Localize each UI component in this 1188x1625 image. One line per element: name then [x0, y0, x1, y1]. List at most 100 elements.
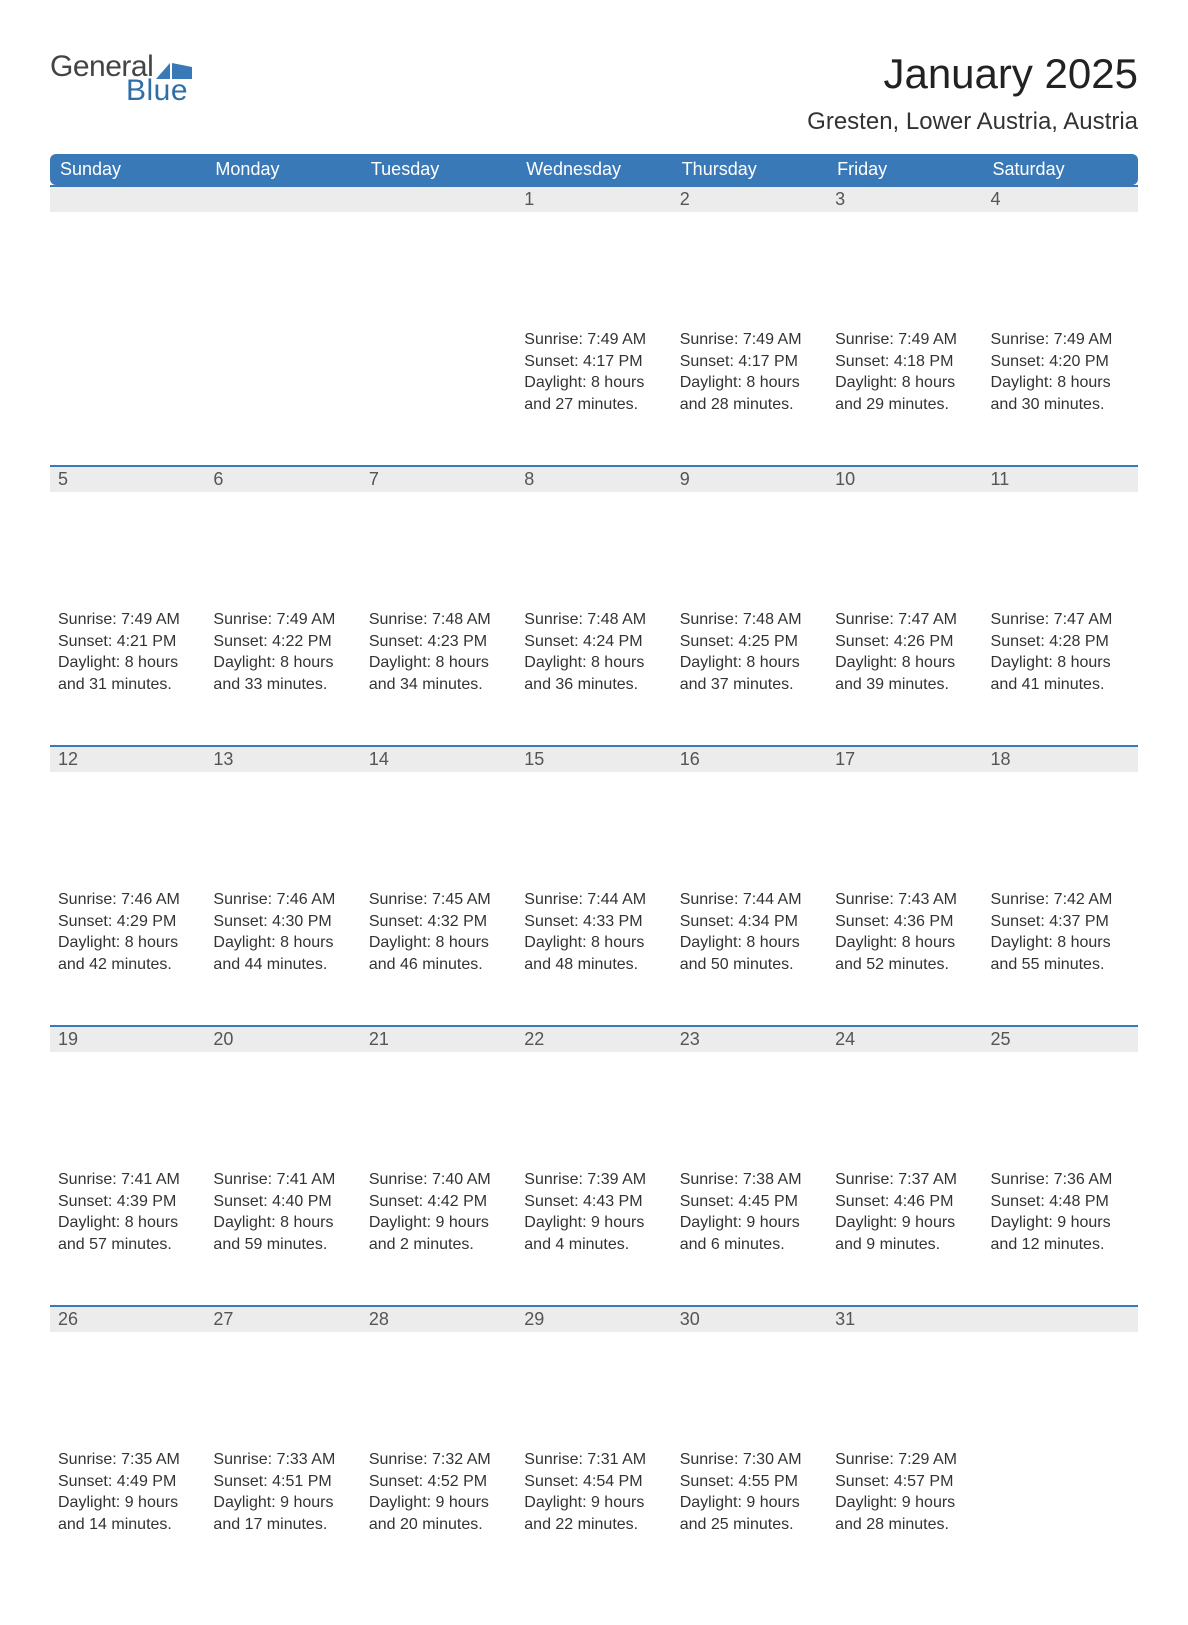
daylight1-text: Daylight: 8 hours: [524, 932, 663, 954]
day-number: 25: [983, 1025, 1138, 1052]
daylight1-text: Daylight: 8 hours: [991, 932, 1130, 954]
daylight2-text: and 14 minutes.: [58, 1514, 197, 1536]
daylight1-text: Daylight: 9 hours: [680, 1212, 819, 1234]
sunset-text: Sunset: 4:40 PM: [213, 1191, 352, 1213]
sunset-text: Sunset: 4:39 PM: [58, 1191, 197, 1213]
daylight1-text: Daylight: 9 hours: [835, 1212, 974, 1234]
col-sunday: Sunday: [50, 154, 205, 185]
week-daynum-row: 19202122232425: [50, 1025, 1138, 1165]
sunrise-text: Sunrise: 7:31 AM: [524, 1449, 663, 1471]
day-number: 20: [205, 1025, 360, 1052]
sunset-text: Sunset: 4:34 PM: [680, 911, 819, 933]
sunrise-text: Sunrise: 7:49 AM: [680, 329, 819, 351]
day-content: Sunrise: 7:49 AMSunset: 4:18 PMDaylight:…: [827, 325, 982, 431]
daylight1-text: Daylight: 8 hours: [835, 372, 974, 394]
sunrise-text: Sunrise: 7:48 AM: [369, 609, 508, 631]
daylight2-text: and 34 minutes.: [369, 674, 508, 696]
day-number: 3: [827, 185, 982, 212]
daylight1-text: Daylight: 8 hours: [835, 932, 974, 954]
day-number: 31: [827, 1305, 982, 1332]
daylight2-text: and 27 minutes.: [524, 394, 663, 416]
day-content: Sunrise: 7:49 AMSunset: 4:22 PMDaylight:…: [205, 605, 360, 711]
sunrise-text: Sunrise: 7:41 AM: [213, 1169, 352, 1191]
day-number: 18: [983, 745, 1138, 772]
sunrise-text: Sunrise: 7:49 AM: [58, 609, 197, 631]
sunrise-text: Sunrise: 7:37 AM: [835, 1169, 974, 1191]
sunset-text: Sunset: 4:32 PM: [369, 911, 508, 933]
day-content: Sunrise: 7:38 AMSunset: 4:45 PMDaylight:…: [672, 1165, 827, 1271]
sunrise-text: Sunrise: 7:49 AM: [213, 609, 352, 631]
sunset-text: Sunset: 4:33 PM: [524, 911, 663, 933]
day-number: 26: [50, 1305, 205, 1332]
daylight2-text: and 12 minutes.: [991, 1234, 1130, 1256]
daylight2-text: and 28 minutes.: [835, 1514, 974, 1536]
sunset-text: Sunset: 4:18 PM: [835, 351, 974, 373]
daylight1-text: Daylight: 9 hours: [835, 1492, 974, 1514]
daylight1-text: Daylight: 8 hours: [213, 1212, 352, 1234]
daylight2-text: and 52 minutes.: [835, 954, 974, 976]
day-number: 28: [361, 1305, 516, 1332]
sunrise-text: Sunrise: 7:43 AM: [835, 889, 974, 911]
day-number: 7: [361, 465, 516, 492]
daylight1-text: Daylight: 9 hours: [369, 1492, 508, 1514]
day-content: Sunrise: 7:49 AMSunset: 4:17 PMDaylight:…: [672, 325, 827, 431]
day-number: 10: [827, 465, 982, 492]
daylight1-text: Daylight: 8 hours: [680, 372, 819, 394]
day-number: 14: [361, 745, 516, 772]
sunrise-text: Sunrise: 7:49 AM: [835, 329, 974, 351]
daylight1-text: Daylight: 9 hours: [524, 1492, 663, 1514]
daylight1-text: Daylight: 8 hours: [524, 372, 663, 394]
day-content: Sunrise: 7:42 AMSunset: 4:37 PMDaylight:…: [983, 885, 1138, 991]
day-number: 23: [672, 1025, 827, 1052]
daylight2-text: and 41 minutes.: [991, 674, 1130, 696]
daylight2-text: and 2 minutes.: [369, 1234, 508, 1256]
day-number: 24: [827, 1025, 982, 1052]
day-number: 27: [205, 1305, 360, 1332]
sunset-text: Sunset: 4:29 PM: [58, 911, 197, 933]
day-number: [205, 185, 360, 212]
sunrise-text: Sunrise: 7:46 AM: [213, 889, 352, 911]
sunset-text: Sunset: 4:49 PM: [58, 1471, 197, 1493]
header: General Blue January 2025 Gresten, Lower…: [50, 50, 1138, 136]
daylight1-text: Daylight: 8 hours: [58, 932, 197, 954]
daylight1-text: Daylight: 9 hours: [991, 1212, 1130, 1234]
day-number: 15: [516, 745, 671, 772]
day-number: 2: [672, 185, 827, 212]
day-content: [205, 325, 360, 345]
sunrise-text: Sunrise: 7:47 AM: [991, 609, 1130, 631]
logo: General Blue: [50, 50, 192, 108]
sunset-text: Sunset: 4:54 PM: [524, 1471, 663, 1493]
sunset-text: Sunset: 4:37 PM: [991, 911, 1130, 933]
sunset-text: Sunset: 4:22 PM: [213, 631, 352, 653]
day-number: 16: [672, 745, 827, 772]
week-content-row: Sunrise: 7:46 AMSunset: 4:29 PMDaylight:…: [50, 885, 1138, 1025]
sunset-text: Sunset: 4:55 PM: [680, 1471, 819, 1493]
day-content: Sunrise: 7:30 AMSunset: 4:55 PMDaylight:…: [672, 1445, 827, 1551]
daylight1-text: Daylight: 8 hours: [369, 652, 508, 674]
sunrise-text: Sunrise: 7:38 AM: [680, 1169, 819, 1191]
day-number: 21: [361, 1025, 516, 1052]
day-number: [361, 185, 516, 212]
daylight1-text: Daylight: 8 hours: [835, 652, 974, 674]
daylight2-text: and 57 minutes.: [58, 1234, 197, 1256]
daylight1-text: Daylight: 9 hours: [213, 1492, 352, 1514]
day-number: 1: [516, 185, 671, 212]
col-saturday: Saturday: [983, 154, 1138, 185]
daylight1-text: Daylight: 8 hours: [991, 652, 1130, 674]
daylight2-text: and 25 minutes.: [680, 1514, 819, 1536]
day-number: 19: [50, 1025, 205, 1052]
day-number: 22: [516, 1025, 671, 1052]
week-content-row: Sunrise: 7:49 AMSunset: 4:17 PMDaylight:…: [50, 325, 1138, 465]
daylight1-text: Daylight: 8 hours: [213, 652, 352, 674]
day-number: 13: [205, 745, 360, 772]
day-content: [50, 325, 205, 345]
sunrise-text: Sunrise: 7:39 AM: [524, 1169, 663, 1191]
daylight2-text: and 28 minutes.: [680, 394, 819, 416]
day-content: Sunrise: 7:47 AMSunset: 4:26 PMDaylight:…: [827, 605, 982, 711]
daylight2-text: and 44 minutes.: [213, 954, 352, 976]
day-content: Sunrise: 7:48 AMSunset: 4:23 PMDaylight:…: [361, 605, 516, 711]
col-monday: Monday: [205, 154, 360, 185]
col-tuesday: Tuesday: [361, 154, 516, 185]
sunset-text: Sunset: 4:30 PM: [213, 911, 352, 933]
day-content: Sunrise: 7:46 AMSunset: 4:29 PMDaylight:…: [50, 885, 205, 991]
